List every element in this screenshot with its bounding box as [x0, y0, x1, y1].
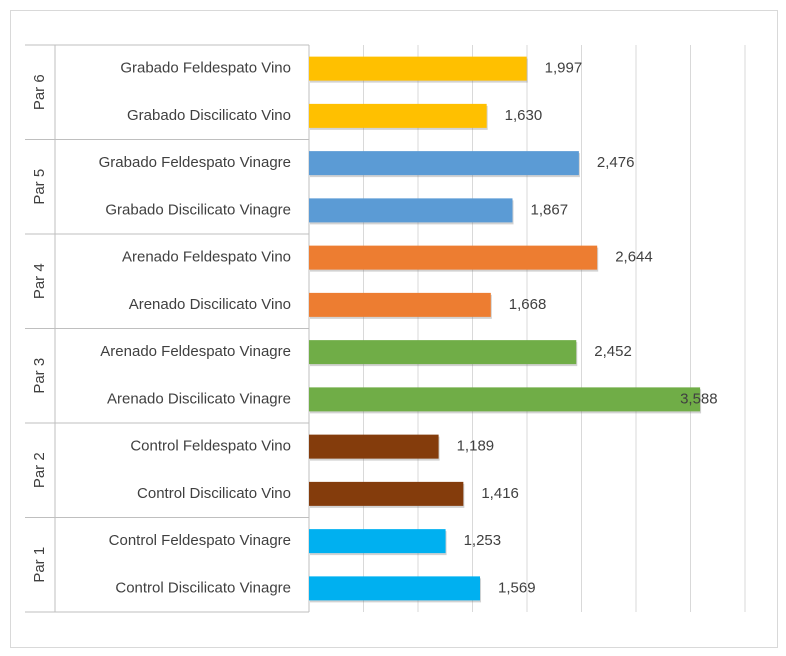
data-label: 1,668 [509, 296, 547, 313]
bar [309, 529, 446, 554]
category-label: Grabado Discilicato Vinagre [105, 201, 291, 218]
bar [309, 481, 464, 506]
bar [309, 198, 513, 223]
data-label: 1,416 [481, 485, 519, 502]
category-label: Grabado Discilicato Vino [127, 107, 291, 124]
data-label: 1,569 [498, 579, 536, 596]
data-label: 2,452 [594, 343, 632, 360]
category-label: Grabado Feldespato Vino [120, 60, 291, 77]
bar [309, 151, 579, 176]
group-label: Par 1 [31, 547, 48, 583]
data-label: 3,588 [680, 390, 718, 407]
category-label: Arenado Discilicato Vino [129, 296, 291, 313]
bar [309, 434, 439, 459]
group-label: Par 2 [31, 452, 48, 488]
bar [309, 387, 701, 412]
data-label: 1,630 [505, 107, 543, 124]
category-label: Grabado Feldespato Vinagre [99, 154, 291, 171]
bar [309, 292, 491, 317]
bar [309, 576, 481, 601]
category-label: Control Discilicato Vinagre [115, 579, 291, 596]
category-label: Arenado Feldespato Vino [122, 249, 291, 266]
data-label: 2,644 [615, 249, 653, 266]
category-label: Control Discilicato Vino [137, 485, 291, 502]
data-label: 2,476 [597, 154, 635, 171]
data-label: 1,997 [545, 60, 583, 77]
group-label: Par 6 [31, 74, 48, 110]
category-label: Control Feldespato Vinagre [109, 532, 291, 549]
bar [309, 245, 598, 270]
group-label: Par 4 [31, 263, 48, 299]
bar [309, 56, 527, 81]
category-label: Arenado Discilicato Vinagre [107, 390, 291, 407]
bar [309, 340, 577, 365]
group-label: Par 3 [31, 358, 48, 394]
data-label: 1,867 [531, 201, 569, 218]
category-label: Arenado Feldespato Vinagre [100, 343, 291, 360]
category-label: Control Feldespato Vino [130, 438, 291, 455]
bar [309, 103, 487, 128]
data-label: 1,189 [457, 438, 495, 455]
group-label: Par 5 [31, 169, 48, 205]
data-label: 1,253 [464, 532, 502, 549]
